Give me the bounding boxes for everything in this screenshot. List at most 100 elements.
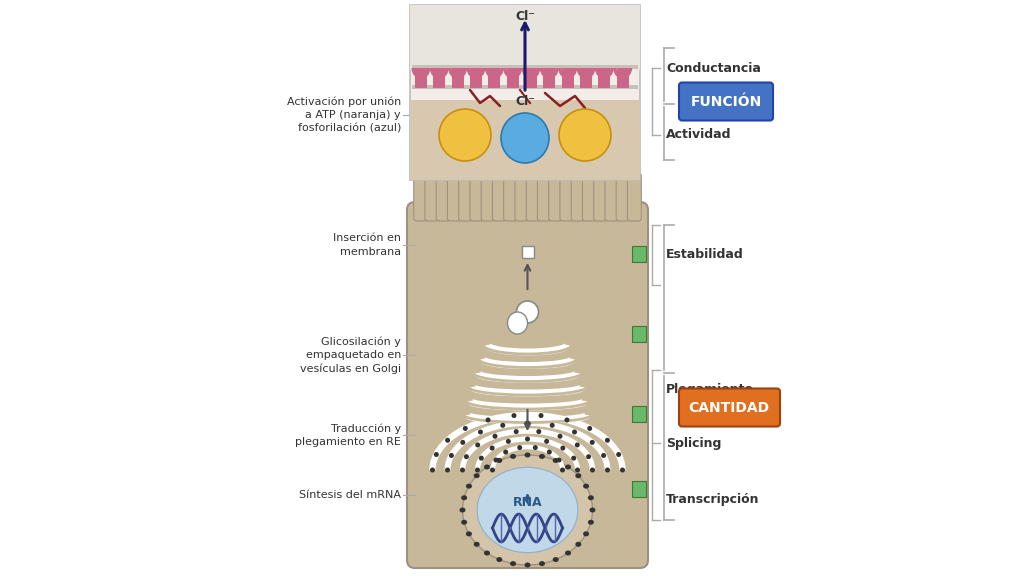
Text: Cl⁻: Cl⁻: [515, 95, 535, 108]
Text: Inserción en
membrana: Inserción en membrana: [333, 233, 401, 256]
Ellipse shape: [460, 507, 466, 513]
Ellipse shape: [511, 413, 516, 418]
Bar: [616, 68, 629, 88]
FancyBboxPatch shape: [410, 5, 640, 180]
Text: FUNCIÓN: FUNCIÓN: [690, 94, 762, 108]
Ellipse shape: [461, 495, 467, 501]
Bar: [470, 68, 482, 88]
Ellipse shape: [485, 418, 490, 422]
Ellipse shape: [494, 457, 499, 463]
Ellipse shape: [460, 440, 465, 445]
Ellipse shape: [484, 464, 489, 469]
FancyBboxPatch shape: [481, 173, 495, 221]
Ellipse shape: [560, 446, 565, 450]
Ellipse shape: [587, 426, 592, 431]
Text: Síntesis del mRNA: Síntesis del mRNA: [299, 490, 401, 500]
Text: Plegamiento: Plegamiento: [666, 384, 754, 396]
Ellipse shape: [557, 434, 562, 439]
Ellipse shape: [461, 520, 467, 525]
Bar: [544, 68, 555, 88]
Ellipse shape: [547, 449, 552, 454]
Ellipse shape: [449, 453, 454, 458]
FancyBboxPatch shape: [605, 173, 618, 221]
Bar: [632, 326, 646, 342]
Ellipse shape: [583, 532, 589, 536]
Bar: [598, 68, 610, 88]
Ellipse shape: [503, 449, 508, 454]
Ellipse shape: [560, 468, 565, 472]
Ellipse shape: [463, 426, 468, 431]
Ellipse shape: [571, 456, 577, 461]
Bar: [488, 68, 501, 88]
Ellipse shape: [466, 484, 472, 488]
Ellipse shape: [478, 430, 483, 434]
FancyBboxPatch shape: [526, 173, 540, 221]
Text: Conductancia: Conductancia: [666, 62, 761, 74]
FancyBboxPatch shape: [549, 173, 562, 221]
Ellipse shape: [588, 495, 594, 501]
Ellipse shape: [474, 473, 479, 478]
FancyBboxPatch shape: [583, 173, 596, 221]
Text: Glicosilación y
empaquetado en
vesículas en Golgi: Glicosilación y empaquetado en vesículas…: [300, 336, 401, 374]
FancyBboxPatch shape: [560, 173, 573, 221]
FancyBboxPatch shape: [628, 173, 641, 221]
Ellipse shape: [553, 458, 559, 463]
Ellipse shape: [575, 542, 582, 547]
Ellipse shape: [430, 468, 435, 472]
Ellipse shape: [460, 468, 465, 472]
Ellipse shape: [539, 561, 545, 566]
Ellipse shape: [553, 557, 559, 562]
Text: RNA: RNA: [513, 495, 543, 509]
Text: Activación por unión
a ATP (naranja) y
fosforilación (azul): Activación por unión a ATP (naranja) y f…: [287, 97, 401, 134]
Ellipse shape: [464, 454, 469, 459]
Ellipse shape: [463, 455, 593, 565]
Ellipse shape: [434, 452, 439, 457]
Ellipse shape: [559, 109, 611, 161]
FancyBboxPatch shape: [459, 173, 472, 221]
Bar: [415, 68, 427, 88]
Ellipse shape: [524, 563, 530, 567]
Ellipse shape: [508, 312, 527, 334]
Ellipse shape: [572, 430, 577, 434]
Ellipse shape: [510, 454, 516, 459]
Ellipse shape: [616, 452, 622, 457]
FancyBboxPatch shape: [679, 388, 780, 426]
Ellipse shape: [565, 551, 571, 555]
Ellipse shape: [439, 109, 490, 161]
Ellipse shape: [575, 473, 582, 478]
Ellipse shape: [516, 301, 539, 323]
Ellipse shape: [525, 420, 530, 426]
FancyBboxPatch shape: [616, 173, 630, 221]
Bar: [433, 68, 445, 88]
Ellipse shape: [497, 458, 503, 463]
Ellipse shape: [590, 440, 595, 445]
Bar: [521, 246, 534, 258]
Ellipse shape: [532, 445, 538, 450]
Ellipse shape: [539, 413, 544, 418]
Ellipse shape: [524, 453, 530, 457]
FancyBboxPatch shape: [407, 202, 648, 568]
Ellipse shape: [514, 429, 519, 434]
Bar: [507, 68, 518, 88]
Ellipse shape: [588, 520, 594, 525]
Ellipse shape: [497, 557, 503, 562]
Ellipse shape: [466, 532, 472, 536]
Bar: [410, 5, 640, 70]
Ellipse shape: [537, 429, 542, 434]
Bar: [562, 68, 573, 88]
Ellipse shape: [489, 446, 495, 450]
Ellipse shape: [445, 438, 451, 443]
Ellipse shape: [475, 442, 480, 448]
Ellipse shape: [574, 442, 580, 448]
Ellipse shape: [590, 468, 595, 472]
Text: CANTIDAD: CANTIDAD: [688, 400, 770, 415]
Text: Transcripción: Transcripción: [666, 494, 760, 506]
Ellipse shape: [620, 468, 625, 472]
Text: Traducción y
plegamiento en RE: Traducción y plegamiento en RE: [295, 423, 401, 447]
Ellipse shape: [479, 456, 483, 461]
FancyBboxPatch shape: [594, 173, 607, 221]
FancyBboxPatch shape: [425, 173, 439, 221]
Ellipse shape: [550, 423, 555, 428]
Ellipse shape: [605, 468, 610, 472]
FancyBboxPatch shape: [538, 173, 551, 221]
